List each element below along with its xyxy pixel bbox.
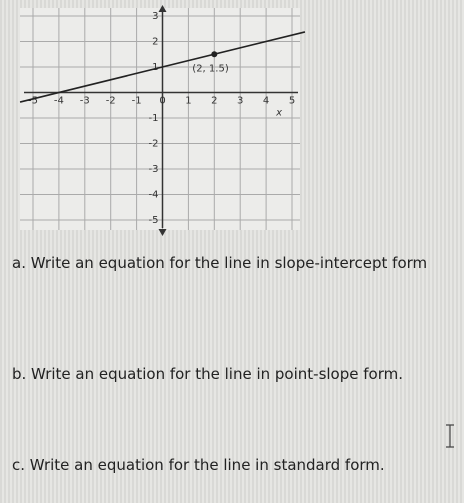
- point-label: (2, 1.5): [192, 63, 229, 74]
- question: a. Write an equation for the line in slo…: [12, 254, 428, 272]
- arrowhead: [158, 5, 167, 12]
- y-tick-label: -5: [149, 215, 159, 226]
- question: c. Write an equation for the line in sta…: [12, 456, 385, 474]
- x-tick-label: 4: [263, 96, 269, 107]
- question: b. Write an equation for the line in poi…: [12, 365, 403, 383]
- graph-line: [19, 31, 306, 103]
- y-tick-label: -4: [149, 190, 159, 201]
- x-tick-label: -1: [132, 96, 142, 107]
- x-tick-label: 2: [211, 96, 217, 107]
- y-tick-label: 1: [152, 62, 158, 73]
- x-tick-label: 5: [289, 96, 295, 107]
- point: [211, 51, 218, 58]
- x-tick-label: -2: [106, 96, 116, 107]
- x-tick-label: 0: [159, 96, 165, 107]
- axis-label: x: [275, 108, 282, 119]
- arrowhead: [158, 229, 167, 236]
- text-cursor: [446, 424, 454, 448]
- y-tick-label: -2: [149, 139, 159, 150]
- y-tick-label: -1: [149, 113, 159, 124]
- y-tick-label: 2: [152, 37, 158, 48]
- y-tick-label: 3: [152, 11, 158, 22]
- x-tick-label: -3: [80, 96, 90, 107]
- x-tick-label: -4: [54, 96, 64, 107]
- x-tick-label: 3: [237, 96, 243, 107]
- x-tick-label: 1: [185, 96, 191, 107]
- x-tick-label: -5: [28, 96, 38, 107]
- y-tick-label: -3: [149, 164, 159, 175]
